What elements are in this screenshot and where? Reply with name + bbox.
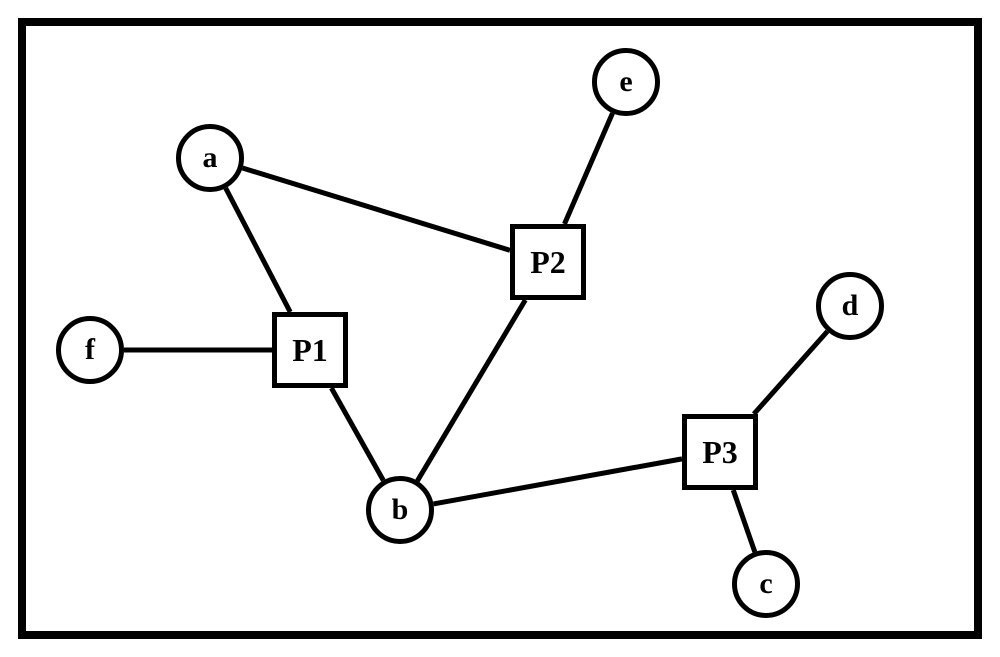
node-a: a [176, 124, 244, 192]
node-f: f [56, 316, 124, 384]
edge-e-P2 [564, 113, 612, 224]
node-P3: P3 [682, 414, 758, 490]
edge-b-P1 [331, 388, 383, 480]
edge-b-P3 [433, 459, 682, 504]
edge-c-P3 [733, 490, 755, 552]
node-c: c [732, 550, 800, 618]
node-b: b [366, 476, 434, 544]
edge-d-P3 [754, 331, 828, 414]
edge-a-P2 [242, 168, 510, 250]
edge-b-P2 [417, 300, 525, 481]
node-P2: P2 [510, 224, 586, 300]
node-P1: P1 [272, 312, 348, 388]
node-d: d [816, 272, 884, 340]
node-e: e [592, 48, 660, 116]
edge-a-P1 [226, 188, 291, 312]
